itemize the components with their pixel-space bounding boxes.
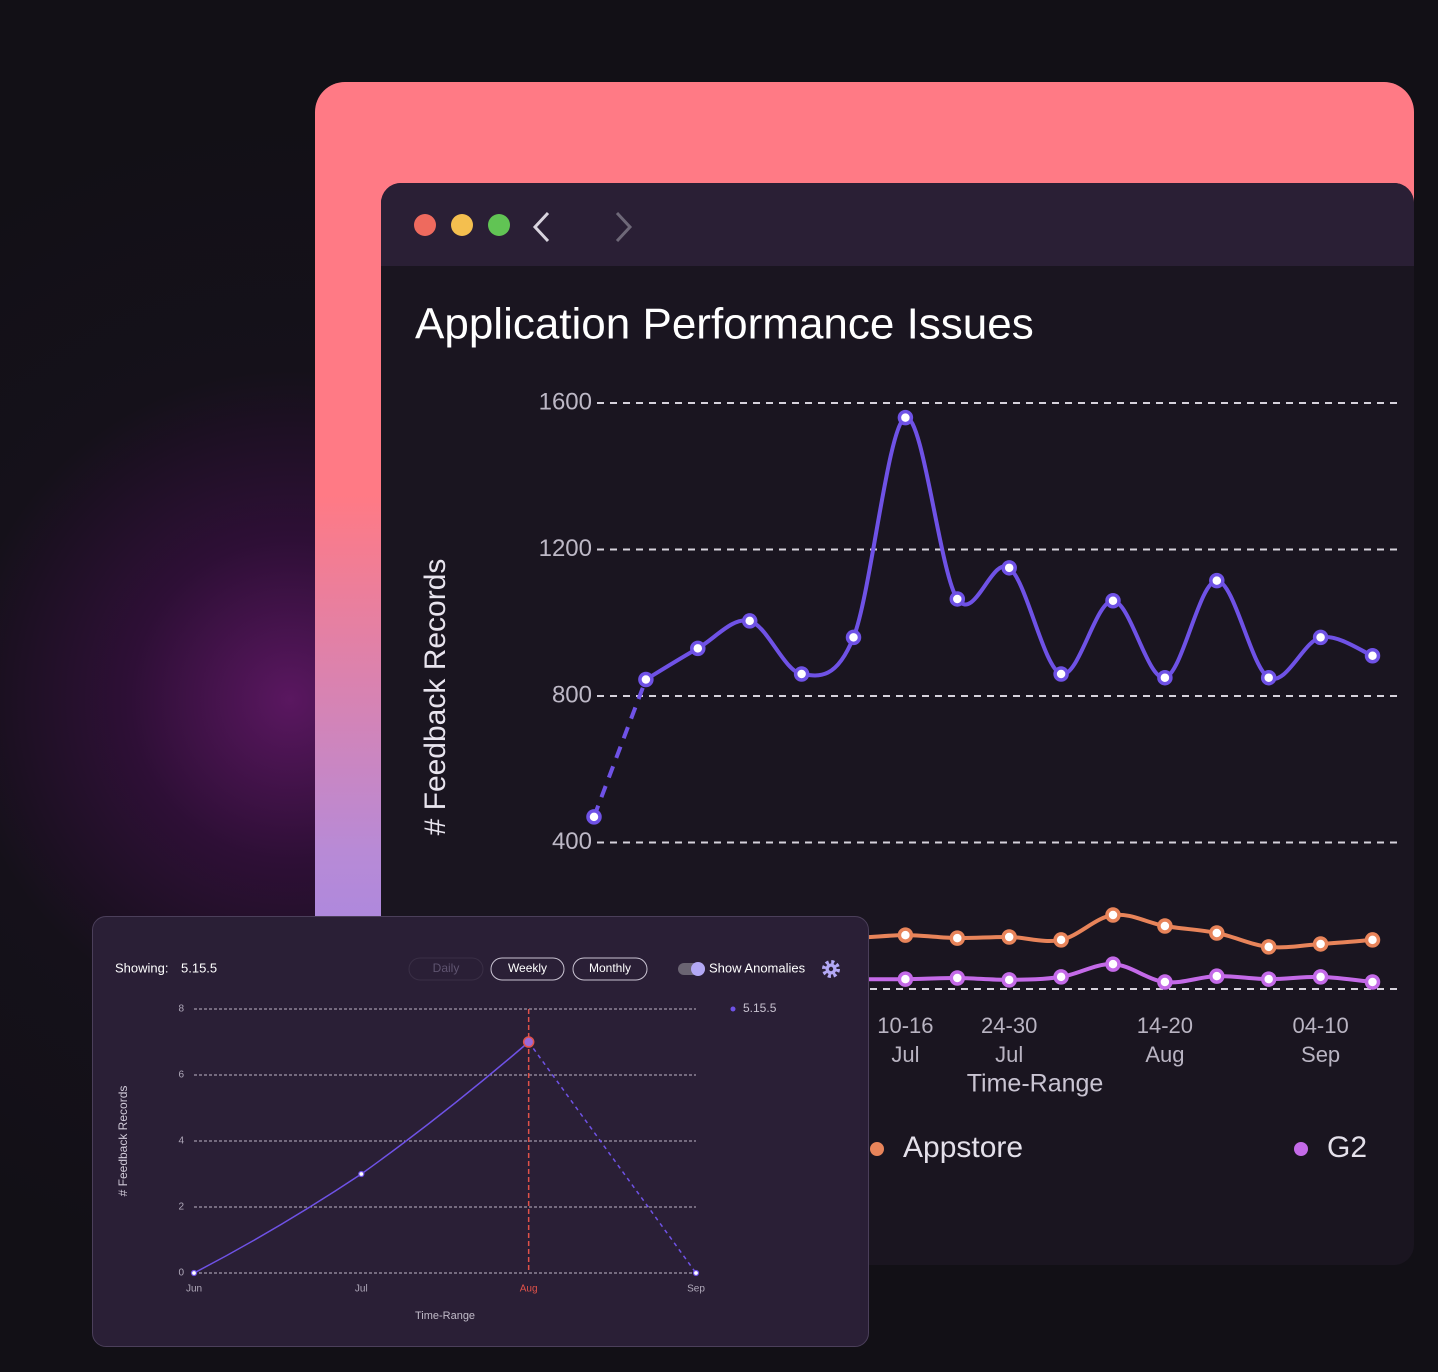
legend-label: Appstore [903, 1131, 1023, 1164]
data-point [1312, 629, 1329, 646]
settings-button[interactable] [822, 960, 840, 978]
data-point [1209, 572, 1225, 589]
data-point [1053, 666, 1069, 682]
maximize-button[interactable] [488, 214, 510, 236]
projected-line [528, 1041, 697, 1274]
y-tick-label: 2 [178, 1202, 184, 1213]
y-axis-label: # Feedback Records [116, 1086, 130, 1197]
toggle-knob [691, 962, 705, 976]
series-line [193, 1041, 530, 1274]
granularity-label: Monthly [589, 961, 631, 975]
data-point [1312, 969, 1329, 985]
data-point [1260, 971, 1277, 987]
granularity-label: Daily [433, 961, 460, 975]
data-point [1209, 925, 1225, 941]
data-point [1260, 669, 1277, 686]
data-point [741, 613, 758, 629]
x-tick-label: 04-10 Sep [1292, 1013, 1349, 1067]
data-point [1001, 560, 1017, 576]
data-point [1157, 918, 1173, 934]
y-axis-label: # Feedback Records [419, 559, 452, 836]
x-tick-label: Aug [520, 1284, 538, 1295]
data-point [1053, 969, 1069, 985]
data-point [897, 927, 914, 943]
data-point [1105, 956, 1121, 972]
forward-button[interactable] [615, 211, 633, 243]
x-tick-label: Jul [355, 1284, 368, 1295]
data-point [190, 1269, 198, 1277]
granularity-button[interactable] [490, 957, 565, 981]
data-point [1105, 593, 1121, 609]
minimize-button[interactable] [451, 214, 473, 236]
data-point [897, 971, 914, 987]
data-point [692, 1269, 700, 1277]
data-point [1312, 936, 1329, 952]
data-point [1364, 974, 1381, 990]
detail-panel: Showing: 5.15.5 Show Anomalies # Feedbac… [92, 916, 869, 1347]
data-point [1157, 974, 1173, 990]
data-point [897, 409, 914, 426]
legend-marker [730, 1006, 736, 1012]
toggle-label: Show Anomalies [709, 960, 806, 975]
data-point [949, 591, 966, 607]
data-point [638, 671, 654, 688]
detail-chart: Showing: 5.15.5 Show Anomalies # Feedbac… [115, 957, 840, 1322]
y-tick-label: 1600 [539, 388, 592, 415]
showing-value: 5.15.5 [181, 960, 217, 975]
x-axis-label: Time-Range [415, 1310, 475, 1322]
data-point [949, 930, 966, 946]
x-tick-label: Sep [687, 1284, 705, 1295]
x-tick-label: Jun [186, 1284, 202, 1295]
data-point [1001, 972, 1017, 988]
data-point [358, 1170, 365, 1178]
x-axis-label: Time-Range [967, 1070, 1104, 1098]
data-point [1001, 929, 1017, 945]
data-point [1364, 932, 1381, 948]
data-point [1105, 907, 1121, 923]
title-bar [381, 183, 1414, 266]
granularity-button [408, 957, 484, 981]
y-tick-label: 1200 [539, 535, 592, 562]
data-point [1157, 669, 1173, 686]
data-point [793, 666, 810, 682]
y-tick-label: 6 [178, 1070, 184, 1081]
y-tick-label: 4 [178, 1136, 184, 1147]
x-tick-label: 10-16 Jul [877, 1013, 934, 1067]
data-point [690, 640, 706, 657]
data-point [1209, 968, 1225, 984]
data-point [845, 629, 862, 646]
y-tick-label: 800 [552, 681, 592, 708]
data-point [1364, 647, 1381, 664]
projected-segment [592, 678, 648, 818]
legend-label: G2 [1327, 1131, 1367, 1164]
showing-label: Showing: [115, 960, 168, 975]
data-point [586, 809, 602, 825]
y-tick-label: 400 [552, 828, 592, 855]
x-tick-label: 14-20 Aug [1136, 1013, 1194, 1067]
data-point [949, 970, 966, 986]
granularity-label: Weekly [508, 961, 547, 975]
x-tick-label: 24-30 Jul [981, 1013, 1038, 1067]
chart-title: Application Performance Issues [415, 300, 1034, 349]
close-button[interactable] [414, 214, 436, 236]
legend-label: 5.15.5 [743, 1001, 777, 1015]
anomaly-point [522, 1036, 535, 1048]
y-tick-label: 0 [178, 1268, 184, 1279]
data-point [1260, 939, 1277, 955]
legend-marker [870, 1142, 884, 1156]
granularity-button[interactable] [572, 957, 648, 981]
legend-marker [1294, 1142, 1308, 1156]
data-point [1053, 932, 1069, 948]
back-button[interactable] [532, 211, 550, 243]
y-tick-label: 8 [178, 1004, 184, 1015]
